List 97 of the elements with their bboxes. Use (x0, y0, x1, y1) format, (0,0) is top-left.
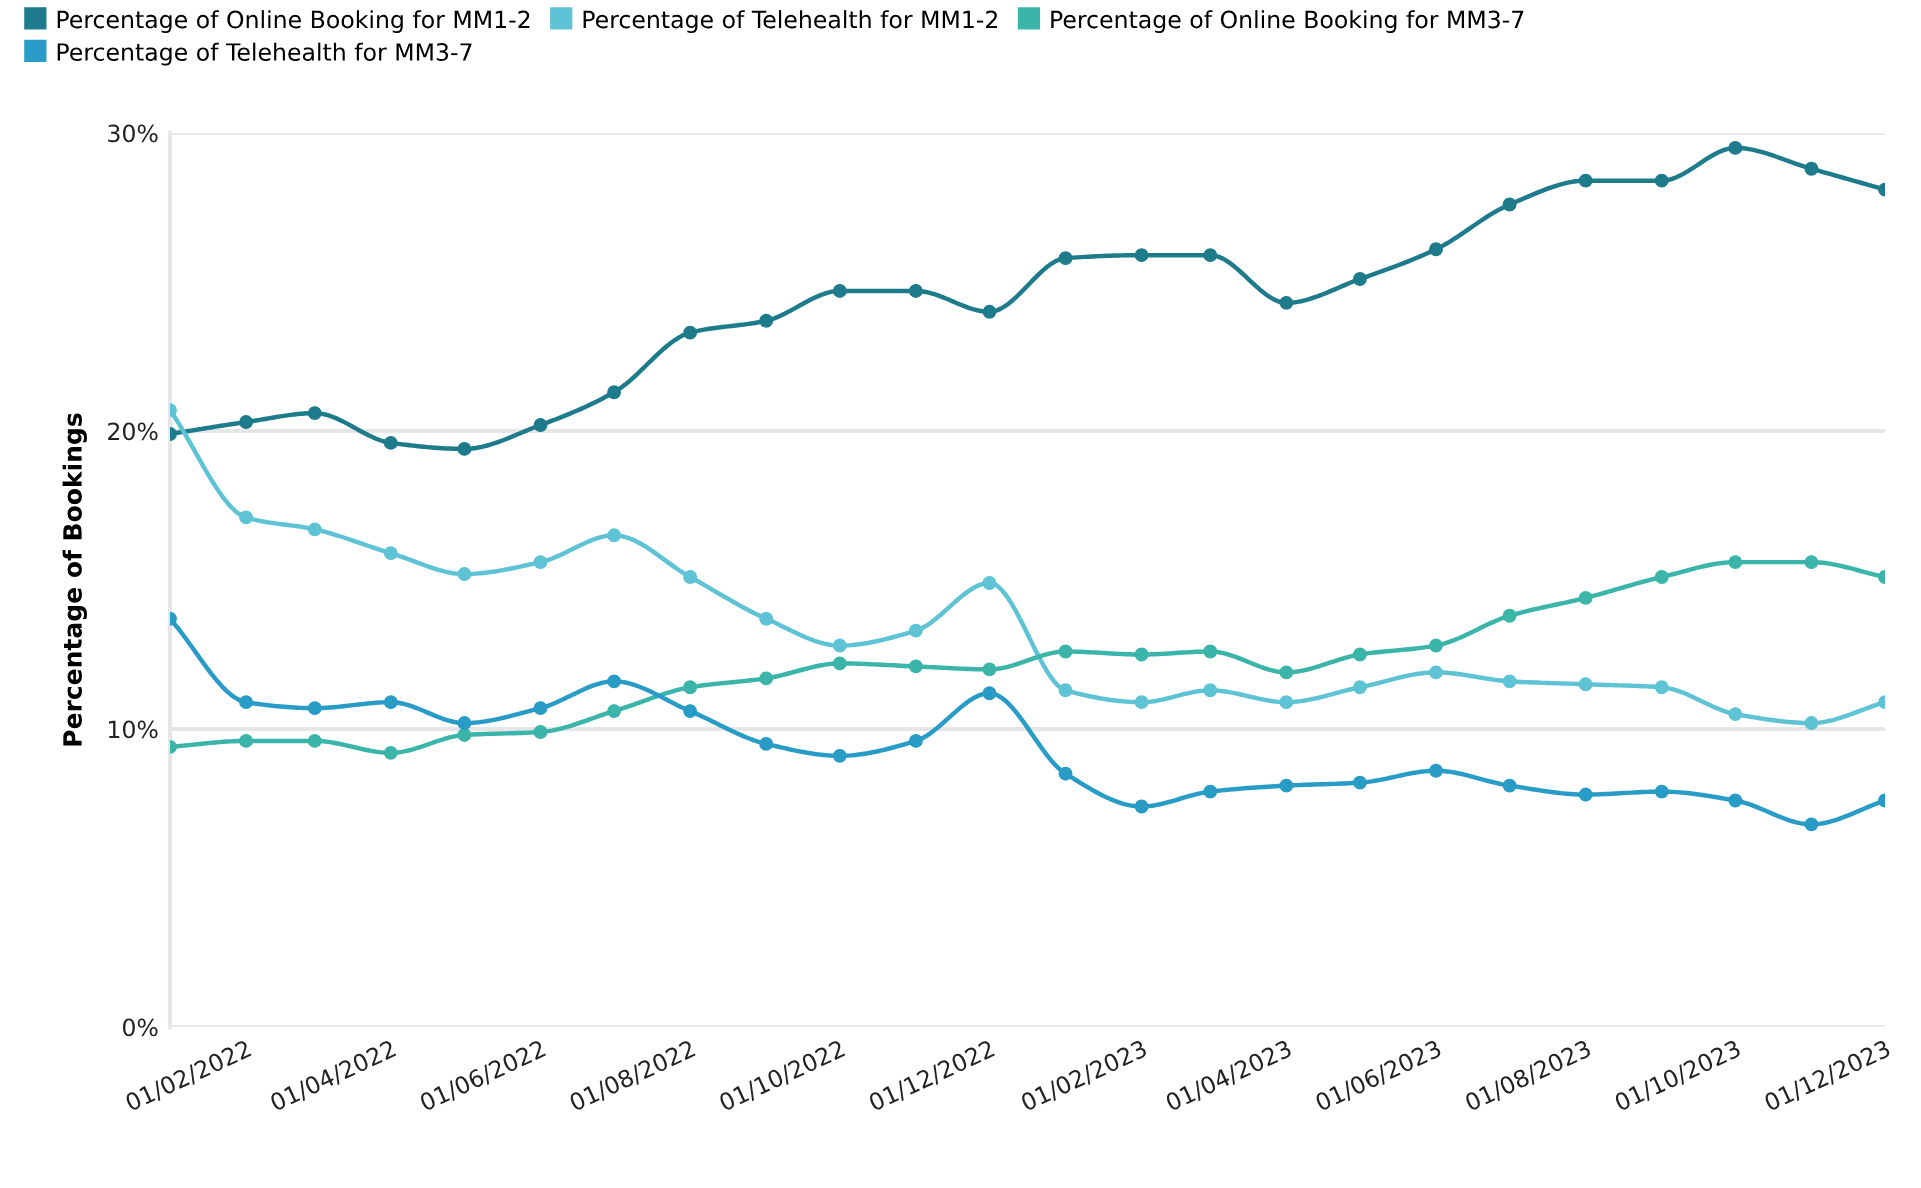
point (832, 748, 847, 763)
y-tick-label: 0% (122, 1018, 158, 1037)
point (1804, 716, 1819, 730)
y-tick-label: 10% (109, 720, 158, 739)
point (1502, 197, 1517, 212)
point (1804, 161, 1819, 176)
point (982, 662, 997, 677)
point (307, 733, 322, 748)
point (1578, 677, 1593, 692)
point (1353, 775, 1367, 790)
point (1654, 570, 1669, 584)
point (607, 674, 622, 689)
point (683, 325, 698, 340)
point (1654, 173, 1669, 188)
point (832, 283, 847, 298)
point (1578, 787, 1593, 802)
y-axis-title: Percentage of Bookings (62, 413, 87, 746)
point (1578, 173, 1593, 188)
point (908, 733, 923, 748)
point (1353, 680, 1367, 695)
point (1804, 817, 1819, 832)
point (607, 528, 622, 543)
point (1134, 799, 1149, 814)
point (383, 695, 398, 710)
legend-label: Percentage of Telehealth for MM3-7 (57, 42, 472, 66)
point (1429, 242, 1443, 257)
legend-label: Percentage of Online Booking for MM1-2 (57, 10, 530, 33)
point (1203, 644, 1218, 659)
point (982, 576, 997, 590)
point (307, 701, 322, 716)
point (1203, 683, 1218, 698)
point (533, 701, 548, 716)
point (383, 745, 398, 760)
point (1728, 140, 1743, 155)
y-tick-label: 20% (108, 422, 158, 441)
point (1728, 793, 1743, 808)
point (1203, 784, 1218, 799)
point (1654, 784, 1669, 799)
point (759, 736, 774, 751)
point (683, 704, 698, 719)
y-tick-label: 30% (108, 124, 158, 143)
point (533, 555, 548, 570)
point (457, 441, 472, 456)
point (307, 406, 322, 421)
point (1134, 248, 1149, 263)
point (1353, 272, 1367, 286)
point (683, 570, 698, 584)
point (908, 623, 923, 638)
point (1279, 665, 1294, 680)
legend-label: Percentage of Online Booking for MM3-7 (1051, 10, 1524, 33)
point (908, 283, 923, 298)
point (1429, 763, 1443, 778)
point (533, 418, 548, 432)
point (982, 686, 997, 701)
point (607, 385, 622, 400)
point (832, 638, 847, 653)
point (1654, 680, 1669, 695)
point (1502, 608, 1517, 623)
point (457, 567, 472, 581)
point (1502, 778, 1517, 793)
point (383, 546, 398, 561)
point (1058, 251, 1073, 266)
point (982, 304, 997, 319)
point (759, 611, 774, 626)
point (239, 415, 254, 430)
point (1058, 766, 1073, 781)
point (908, 659, 923, 674)
point (239, 510, 254, 525)
point (759, 313, 774, 328)
point (1134, 695, 1149, 710)
point (1279, 778, 1294, 793)
point (1134, 647, 1149, 662)
point (1578, 590, 1593, 605)
point (759, 671, 774, 686)
point (1502, 674, 1517, 689)
point (533, 725, 548, 739)
point (1429, 665, 1443, 680)
point (1728, 555, 1743, 570)
point (457, 728, 472, 742)
point (1058, 683, 1073, 698)
point (683, 680, 698, 695)
point (1279, 695, 1294, 710)
point (1279, 295, 1294, 310)
legend-label: Percentage of Telehealth for MM1-2 (583, 10, 998, 33)
point (1804, 555, 1819, 570)
point (832, 656, 847, 671)
point (607, 704, 622, 719)
point (1203, 248, 1218, 263)
point (239, 733, 254, 748)
point (1353, 647, 1367, 662)
point (1058, 644, 1073, 659)
point (457, 716, 472, 730)
point (1728, 707, 1743, 722)
point (307, 522, 322, 537)
point (239, 695, 254, 710)
point (1429, 638, 1443, 653)
point (383, 435, 398, 450)
